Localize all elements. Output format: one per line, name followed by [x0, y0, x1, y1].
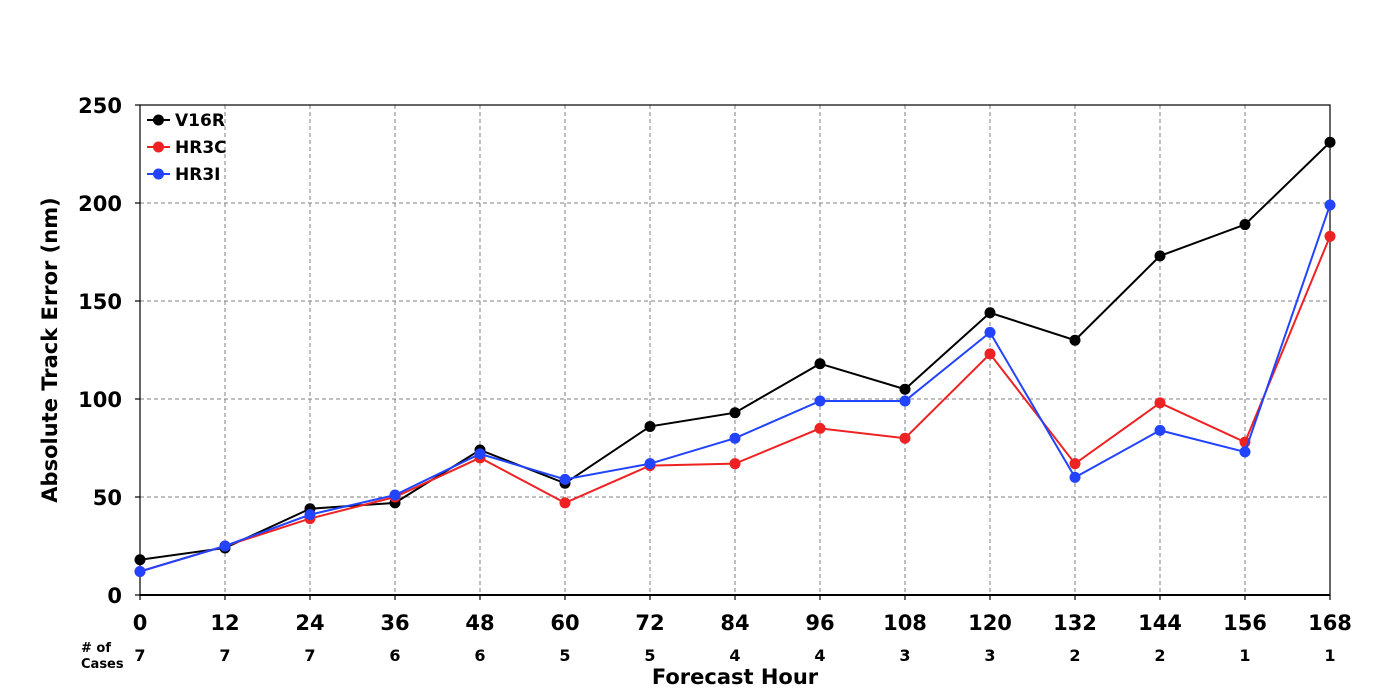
y-tick-label: 100 [78, 388, 122, 412]
legend-label: HR3C [175, 138, 227, 158]
x-tick-label: 12 [210, 611, 239, 635]
x-tick-label: 144 [1138, 611, 1182, 635]
case-count: 2 [1069, 646, 1080, 665]
x-tick-label: 120 [968, 611, 1012, 635]
case-count: 4 [814, 646, 825, 665]
legend-swatch-marker [153, 114, 164, 126]
y-tick-label: 150 [78, 290, 122, 314]
legend-item: HR3I [147, 165, 220, 185]
x-tick-label: 60 [550, 611, 579, 635]
data-point [1069, 458, 1081, 470]
data-point [984, 326, 996, 338]
data-point [1324, 230, 1336, 242]
data-point [644, 420, 656, 432]
cases-label: Cases [81, 657, 124, 672]
x-axis: 0 12 24 36 48 60 72 84 96 108 120 132 144 156 168 [133, 594, 1352, 635]
data-point [134, 565, 146, 577]
legend-label: HR3I [175, 165, 220, 185]
y-axis-title: Absolute Track Error (nm) [38, 197, 62, 502]
data-point [729, 407, 741, 419]
case-count: 3 [984, 646, 995, 665]
data-point [389, 489, 401, 501]
data-point [814, 358, 826, 370]
data-point [1239, 446, 1251, 458]
data-point [1239, 219, 1251, 231]
case-count: 1 [1324, 646, 1335, 665]
y-tick-label: 200 [78, 192, 122, 216]
data-point [899, 395, 911, 407]
x-tick-label: 48 [465, 611, 494, 635]
x-tick-label: 36 [380, 611, 409, 635]
legend-swatch-marker [153, 141, 164, 153]
case-count: 1 [1239, 646, 1250, 665]
x-axis-title: Forecast Hour [652, 665, 819, 689]
case-count: 5 [644, 646, 655, 665]
data-point [729, 458, 741, 470]
y-tick-label: 0 [107, 584, 122, 608]
x-tick-label: 24 [295, 611, 324, 635]
data-point [729, 432, 741, 444]
case-count: 2 [1154, 646, 1165, 665]
x-tick-label: 156 [1223, 611, 1267, 635]
data-point [1154, 397, 1166, 409]
legend-swatch-marker [153, 168, 164, 180]
x-tick-label: 96 [805, 611, 834, 635]
data-point [1154, 250, 1166, 262]
data-point [814, 422, 826, 434]
data-point [134, 554, 146, 566]
case-count: 6 [474, 646, 485, 665]
data-point [899, 383, 911, 395]
case-count: 7 [304, 646, 315, 665]
data-point [984, 348, 996, 360]
data-point [1324, 199, 1336, 211]
x-tick-label: 168 [1308, 611, 1352, 635]
series-lines [134, 136, 1336, 577]
data-point [304, 509, 316, 521]
data-point [814, 395, 826, 407]
y-axis: 0 50 100 150 200 250 [78, 94, 140, 608]
case-count: 7 [134, 646, 145, 665]
case-count: 4 [729, 646, 740, 665]
data-point [984, 307, 996, 319]
data-point [1069, 334, 1081, 346]
data-point [1069, 471, 1081, 483]
case-count: 7 [219, 646, 230, 665]
data-point [559, 497, 571, 509]
data-point [1324, 136, 1336, 148]
case-count: 6 [389, 646, 400, 665]
legend-item: V16R [147, 111, 225, 131]
x-tick-label: 84 [720, 611, 749, 635]
case-count: 3 [899, 646, 910, 665]
x-tick-label: 132 [1053, 611, 1097, 635]
case-count: 5 [559, 646, 570, 665]
data-point [474, 448, 486, 460]
cases-label: # of [81, 641, 111, 656]
data-point [219, 540, 231, 552]
data-point [899, 432, 911, 444]
y-tick-label: 250 [78, 94, 122, 118]
grid-lines [140, 105, 1330, 595]
series-hr3i [134, 199, 1336, 577]
legend: V16R HR3C HR3I [147, 111, 227, 185]
x-tick-label: 72 [635, 611, 664, 635]
x-tick-label: 108 [883, 611, 927, 635]
x-tick-label: 0 [133, 611, 148, 635]
y-tick-label: 50 [93, 486, 122, 510]
data-point [559, 473, 571, 485]
data-point [1154, 424, 1166, 436]
data-point [644, 458, 656, 470]
legend-item: HR3C [147, 138, 227, 158]
legend-label: V16R [175, 111, 225, 131]
